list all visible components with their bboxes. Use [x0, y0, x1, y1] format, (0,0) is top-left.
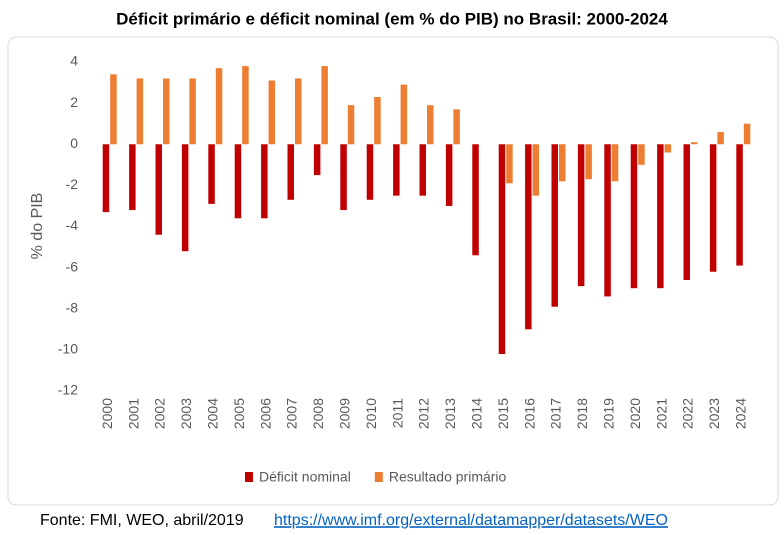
bar	[691, 142, 698, 145]
bar	[506, 144, 513, 184]
x-tick-label: 2024	[733, 398, 749, 429]
bar	[551, 144, 558, 307]
bar	[313, 144, 321, 176]
x-tick-label: 2017	[548, 398, 564, 429]
y-tick-label: 4	[70, 53, 78, 69]
bar	[577, 144, 585, 287]
bar	[657, 144, 664, 289]
bar	[208, 144, 215, 204]
bar	[242, 66, 249, 145]
bar	[287, 144, 294, 200]
bar	[525, 144, 532, 330]
bar	[585, 144, 592, 180]
x-tick-label: 2004	[205, 398, 221, 429]
x-tick-label: 2001	[125, 398, 141, 429]
y-tick-label: -6	[66, 258, 79, 274]
x-tick-label: 2012	[416, 398, 432, 429]
bar	[445, 144, 453, 206]
bar	[638, 144, 645, 165]
bar	[110, 74, 117, 145]
bar	[611, 144, 619, 182]
x-tick-label: 2006	[257, 398, 273, 429]
y-tick-label: -8	[66, 299, 79, 315]
bar	[268, 80, 276, 145]
bar	[532, 144, 540, 196]
bar	[683, 144, 690, 280]
y-axis-label: % do PIB	[29, 193, 46, 260]
legend-label: Déficit nominal	[259, 469, 351, 485]
bar	[129, 144, 136, 211]
bar	[743, 123, 751, 145]
x-tick-label: 2014	[469, 398, 485, 429]
chart-title: Déficit primário e déficit nominal (em %…	[116, 9, 668, 28]
bar	[295, 78, 302, 145]
bar	[604, 144, 611, 297]
bar	[559, 144, 566, 182]
bar	[155, 144, 162, 235]
bar	[453, 109, 460, 145]
bar	[261, 144, 268, 219]
y-tick-label: -4	[66, 217, 79, 233]
bar	[400, 84, 408, 145]
source-link[interactable]: https://www.imf.org/external/datamapper/…	[274, 512, 668, 529]
x-tick-label: 2022	[680, 398, 696, 429]
bar	[181, 144, 189, 252]
x-tick-label: 2023	[706, 398, 722, 429]
bar	[102, 144, 110, 213]
x-tick-label: 2000	[99, 398, 115, 429]
bar	[664, 144, 672, 153]
bar	[366, 144, 374, 200]
x-tick-label: 2007	[284, 398, 300, 429]
x-tick-label: 2002	[152, 398, 168, 429]
bar	[472, 144, 479, 256]
x-tick-label: 2020	[627, 398, 643, 429]
bar	[234, 144, 242, 219]
x-tick-label: 2009	[337, 398, 353, 429]
x-tick-label: 2018	[574, 398, 590, 429]
bar	[215, 68, 223, 145]
bar	[498, 144, 506, 354]
x-tick-label: 2008	[310, 398, 326, 429]
bar	[347, 105, 355, 145]
y-tick-label: 0	[70, 135, 78, 151]
y-tick-label: -12	[58, 382, 78, 398]
bar	[189, 78, 196, 145]
x-tick-label: 2011	[389, 398, 405, 428]
bar	[393, 144, 400, 196]
bar	[163, 78, 170, 145]
x-tick-label: 2016	[521, 398, 537, 429]
bar	[709, 144, 717, 272]
x-tick-label: 2019	[601, 398, 617, 429]
bar	[717, 131, 724, 145]
bar	[321, 66, 328, 145]
x-tick-label: 2005	[231, 398, 247, 429]
y-tick-label: 2	[70, 94, 78, 110]
x-tick-label: 2010	[363, 398, 379, 429]
x-tick-label: 2013	[442, 398, 458, 429]
bar	[136, 78, 144, 145]
bar	[374, 96, 381, 145]
bar	[736, 144, 743, 266]
bar	[427, 105, 434, 145]
bar	[630, 144, 638, 289]
y-tick-label: -10	[58, 341, 78, 357]
y-tick-label: -2	[66, 176, 79, 192]
x-tick-label: 2003	[178, 398, 194, 429]
bar	[419, 144, 426, 196]
source: Fonte: FMI, WEO, abril/2019	[40, 512, 244, 529]
bar	[340, 144, 347, 211]
legend-label: Resultado primário	[389, 469, 507, 485]
legend-swatch	[374, 472, 383, 482]
x-tick-label: 2015	[495, 398, 511, 429]
x-tick-label: 2021	[653, 398, 669, 429]
legend-swatch	[245, 472, 253, 482]
